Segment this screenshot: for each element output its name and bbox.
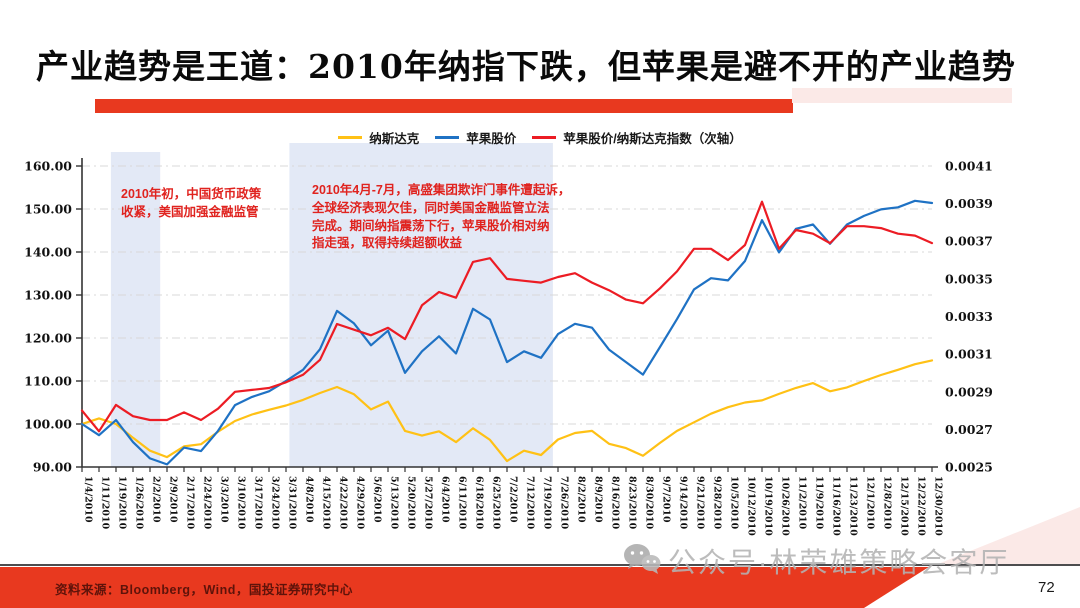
- x-tick-label: 10/5/2010: [729, 476, 740, 530]
- x-tick-label: 1/4/2010: [83, 476, 94, 523]
- y-tick-label-right: 0.0031: [945, 347, 993, 362]
- y-tick-label-left: 160.00: [24, 159, 72, 174]
- y-tick-label-right: 0.0025: [945, 460, 993, 475]
- page-title: 产业趋势是王道：2010年纳指下跌，但苹果是避不开的产业趋势: [36, 47, 1016, 86]
- legend-item: 苹果股价/纳斯达克指数（次轴）: [532, 128, 742, 147]
- legend-label: 苹果股价: [466, 132, 517, 146]
- y-tick-label-right: 0.0029: [945, 384, 993, 399]
- x-tick-label: 5/27/2010: [423, 476, 434, 530]
- x-tick-label: 6/18/2010: [474, 476, 485, 530]
- y-tick-label-right: 0.0035: [945, 271, 993, 286]
- watermark-text: 公众号·林荣雄策略会客厅: [668, 547, 1010, 578]
- y-tick-label-left: 90.00: [33, 460, 72, 475]
- x-tick-label: 2/17/2010: [185, 476, 196, 530]
- highlight-band: [110, 152, 161, 467]
- footer-divider: [0, 564, 1080, 566]
- x-tick-label: 10/26/2010: [780, 476, 791, 536]
- y-tick-label-right: 0.0027: [945, 422, 993, 437]
- x-tick-label: 12/15/2010: [899, 476, 910, 536]
- x-tick-label: 1/19/2010: [117, 476, 128, 530]
- footer-band: [0, 567, 929, 608]
- x-tick-label: 12/8/2010: [882, 476, 893, 530]
- x-tick-label: 12/30/2010: [933, 476, 944, 536]
- x-tick-label: 12/22/2010: [916, 476, 927, 536]
- wechat-icon: [622, 542, 662, 581]
- x-tick-label: 11/23/2010: [848, 476, 859, 536]
- annotation-apr-jul-goldman: 2010年4月-7月，高盛集团欺诈门事件遭起诉， 全球经济表现欠佳，同时美国金融…: [312, 183, 571, 251]
- x-tick-label: 1/26/2010: [134, 476, 145, 530]
- x-tick-label: 3/17/2010: [253, 476, 264, 530]
- x-tick-label: 9/7/2010: [661, 476, 672, 523]
- x-tick-label: 2/24/2010: [202, 476, 213, 530]
- y-tick-label-left: 100.00: [24, 417, 72, 432]
- x-tick-label: 8/2/2010: [576, 476, 587, 523]
- chart-legend: 纳斯达克 苹果股价 苹果股价/纳斯达克指数（次轴）: [0, 128, 1080, 147]
- x-tick-label: 4/22/2010: [338, 476, 349, 530]
- x-tick-label: 8/16/2010: [610, 476, 621, 530]
- x-tick-label: 11/9/2010: [814, 476, 825, 530]
- legend-item: 纳斯达克: [338, 128, 419, 147]
- y-tick-label-left: 120.00: [24, 331, 72, 346]
- x-tick-label: 5/6/2010: [372, 476, 383, 523]
- y-tick-label-left: 140.00: [24, 245, 72, 260]
- x-tick-label: 11/16/2010: [831, 476, 842, 536]
- y-tick-label-left: 130.00: [24, 288, 72, 303]
- x-tick-label: 7/2/2010: [508, 476, 519, 523]
- series-line: [80, 200, 934, 433]
- legend-label: 苹果股价/纳斯达克指数（次轴）: [563, 132, 742, 146]
- series-line: [80, 359, 934, 463]
- x-tick-label: 3/24/2010: [270, 476, 281, 530]
- x-tick-label: 7/26/2010: [559, 476, 570, 530]
- legend-item: 苹果股价: [435, 128, 516, 147]
- x-tick-label: 9/28/2010: [712, 476, 723, 530]
- x-tick-label: 4/29/2010: [355, 476, 366, 530]
- x-tick-label: 2/9/2010: [168, 476, 179, 523]
- x-tick-label: 1/11/2010: [100, 476, 111, 530]
- x-tick-label: 11/2/2010: [797, 476, 808, 530]
- y-tick-label-right: 0.0037: [945, 234, 993, 249]
- x-tick-label: 3/10/2010: [236, 476, 247, 530]
- x-tick-label: 9/14/2010: [678, 476, 689, 530]
- legend-line-swatch: [435, 136, 460, 139]
- legend-line-swatch: [338, 136, 363, 139]
- x-tick-label: 9/21/2010: [695, 476, 706, 530]
- x-tick-label: 3/3/2010: [219, 476, 230, 523]
- x-tick-label: 7/19/2010: [542, 476, 553, 530]
- x-tick-label: 6/4/2010: [440, 476, 451, 523]
- x-tick-label: 4/15/2010: [321, 476, 332, 530]
- x-tick-label: 8/23/2010: [627, 476, 638, 530]
- watermark: 公众号·林荣雄策略会客厅: [622, 541, 1009, 581]
- x-tick-label: 5/13/2010: [389, 476, 400, 530]
- x-tick-label: 2/2/2010: [151, 476, 162, 523]
- legend-label: 纳斯达克: [369, 132, 420, 146]
- x-tick-label: 7/12/2010: [525, 476, 536, 530]
- x-tick-label: 5/20/2010: [406, 476, 417, 530]
- y-tick-label-left: 150.00: [24, 202, 72, 217]
- legend-line-swatch: [532, 136, 557, 139]
- x-tick-label: 8/30/2010: [644, 476, 655, 530]
- x-tick-label: 8/9/2010: [593, 476, 604, 523]
- x-tick-label: 6/25/2010: [491, 476, 502, 530]
- y-tick-label-right: 0.0041: [945, 159, 993, 174]
- x-tick-label: 6/11/2010: [457, 476, 468, 530]
- y-tick-label-right: 0.0039: [945, 196, 993, 211]
- x-tick-label: 3/31/2010: [287, 476, 298, 530]
- title-accent-bar: [95, 99, 793, 113]
- x-tick-label: 10/19/2010: [763, 476, 774, 536]
- x-tick-label: 4/8/2010: [304, 476, 315, 523]
- y-tick-label-left: 110.00: [24, 374, 72, 389]
- page-number: 72: [1038, 579, 1055, 596]
- x-tick-label: 12/1/2010: [865, 476, 876, 530]
- x-tick-label: 10/12/2010: [746, 476, 757, 536]
- title-accent-bar-light: [792, 88, 1012, 103]
- source-note: 资料来源：Bloomberg，Wind，国投证券研究中心: [55, 583, 353, 597]
- annotation-jan-policy: 2010年初，中国货币政策 收紧，美国加强金融监管: [121, 187, 262, 219]
- y-tick-label-right: 0.0033: [945, 309, 993, 324]
